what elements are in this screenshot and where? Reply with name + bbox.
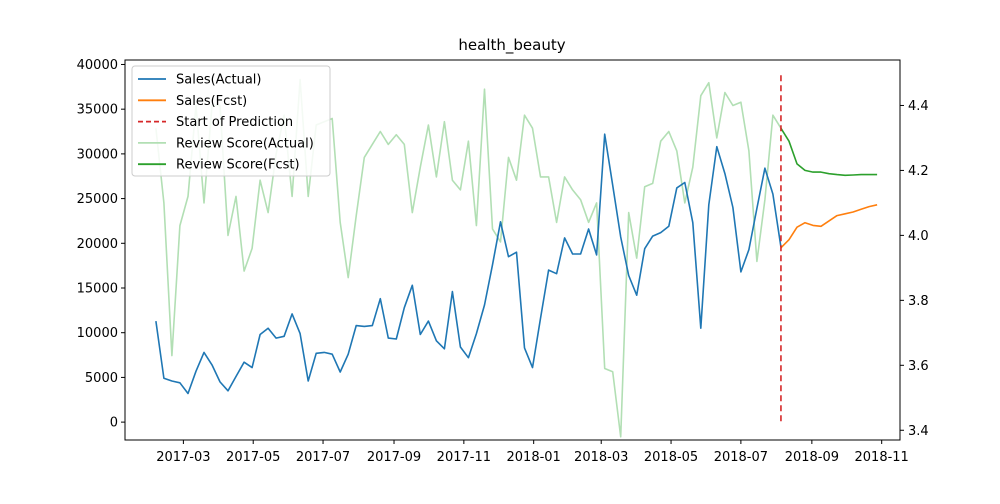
legend-label: Start of Prediction xyxy=(176,115,293,130)
x-tick-label: 2017-09 xyxy=(367,450,421,465)
x-tick-label: 2018-07 xyxy=(714,450,768,465)
right-y-tick-label: 4.0 xyxy=(908,229,929,244)
left-y-tick-label: 35000 xyxy=(77,103,118,118)
legend-label: Review Score(Fcst) xyxy=(176,158,300,173)
left-y-tick-label: 20000 xyxy=(77,237,118,252)
left-y-tick-label: 10000 xyxy=(77,326,118,341)
series-line-review-score-actual xyxy=(155,78,782,438)
right-y-tick-label: 4.2 xyxy=(908,164,929,179)
x-tick-label: 2018-01 xyxy=(507,450,561,465)
legend-label: Review Score(Actual) xyxy=(176,136,314,151)
x-tick-label: 2018-03 xyxy=(574,450,628,465)
x-tick-label: 2018-11 xyxy=(855,450,909,465)
series-line-sales-fcst xyxy=(780,204,878,249)
x-tick-label: 2017-03 xyxy=(156,450,210,465)
series-line-review-score-fcst xyxy=(780,127,878,177)
chart-title: health_beauty xyxy=(458,36,565,55)
right-y-tick-label: 4.4 xyxy=(908,99,929,114)
x-tick-label: 2017-05 xyxy=(226,450,280,465)
right-y-tick-label: 3.8 xyxy=(908,294,929,309)
plot-area-border xyxy=(124,59,901,441)
plot-frame xyxy=(124,59,901,441)
right-y-tick-label: 3.6 xyxy=(908,359,929,374)
right-y-tick-label: 3.4 xyxy=(908,424,929,439)
right-y-axis: 3.4 3.6 3.8 4.0 4.2 4.4 xyxy=(900,99,929,439)
legend-label: Sales(Actual) xyxy=(176,73,261,88)
left-y-tick-label: 40000 xyxy=(77,58,118,73)
legend-box xyxy=(131,65,331,177)
left-y-axis: 0 5000 10000 15000 20000 25000 30000 35000 40000 xyxy=(77,58,125,431)
legend-label: Sales(Fcst) xyxy=(176,94,247,109)
x-tick-label: 2017-07 xyxy=(296,450,350,465)
left-y-tick-label: 25000 xyxy=(77,192,118,207)
left-y-tick-label: 15000 xyxy=(77,282,118,297)
left-y-tick-label: 5000 xyxy=(85,371,118,386)
series-line-sales-actual xyxy=(155,133,782,395)
x-tick-label: 2018-09 xyxy=(785,450,839,465)
x-tick-label: 2018-05 xyxy=(644,450,698,465)
x-axis: 2017-03 2017-05 2017-07 2017-09 2017-11 2018-… xyxy=(156,440,909,465)
x-tick-label: 2017-11 xyxy=(437,450,491,465)
left-y-tick-label: 0 xyxy=(110,416,118,431)
left-y-tick-label: 30000 xyxy=(77,147,118,162)
series-layer xyxy=(155,75,878,438)
legend: Sales(Actual) Sales(Fcst) Start of Predict… xyxy=(131,65,331,177)
